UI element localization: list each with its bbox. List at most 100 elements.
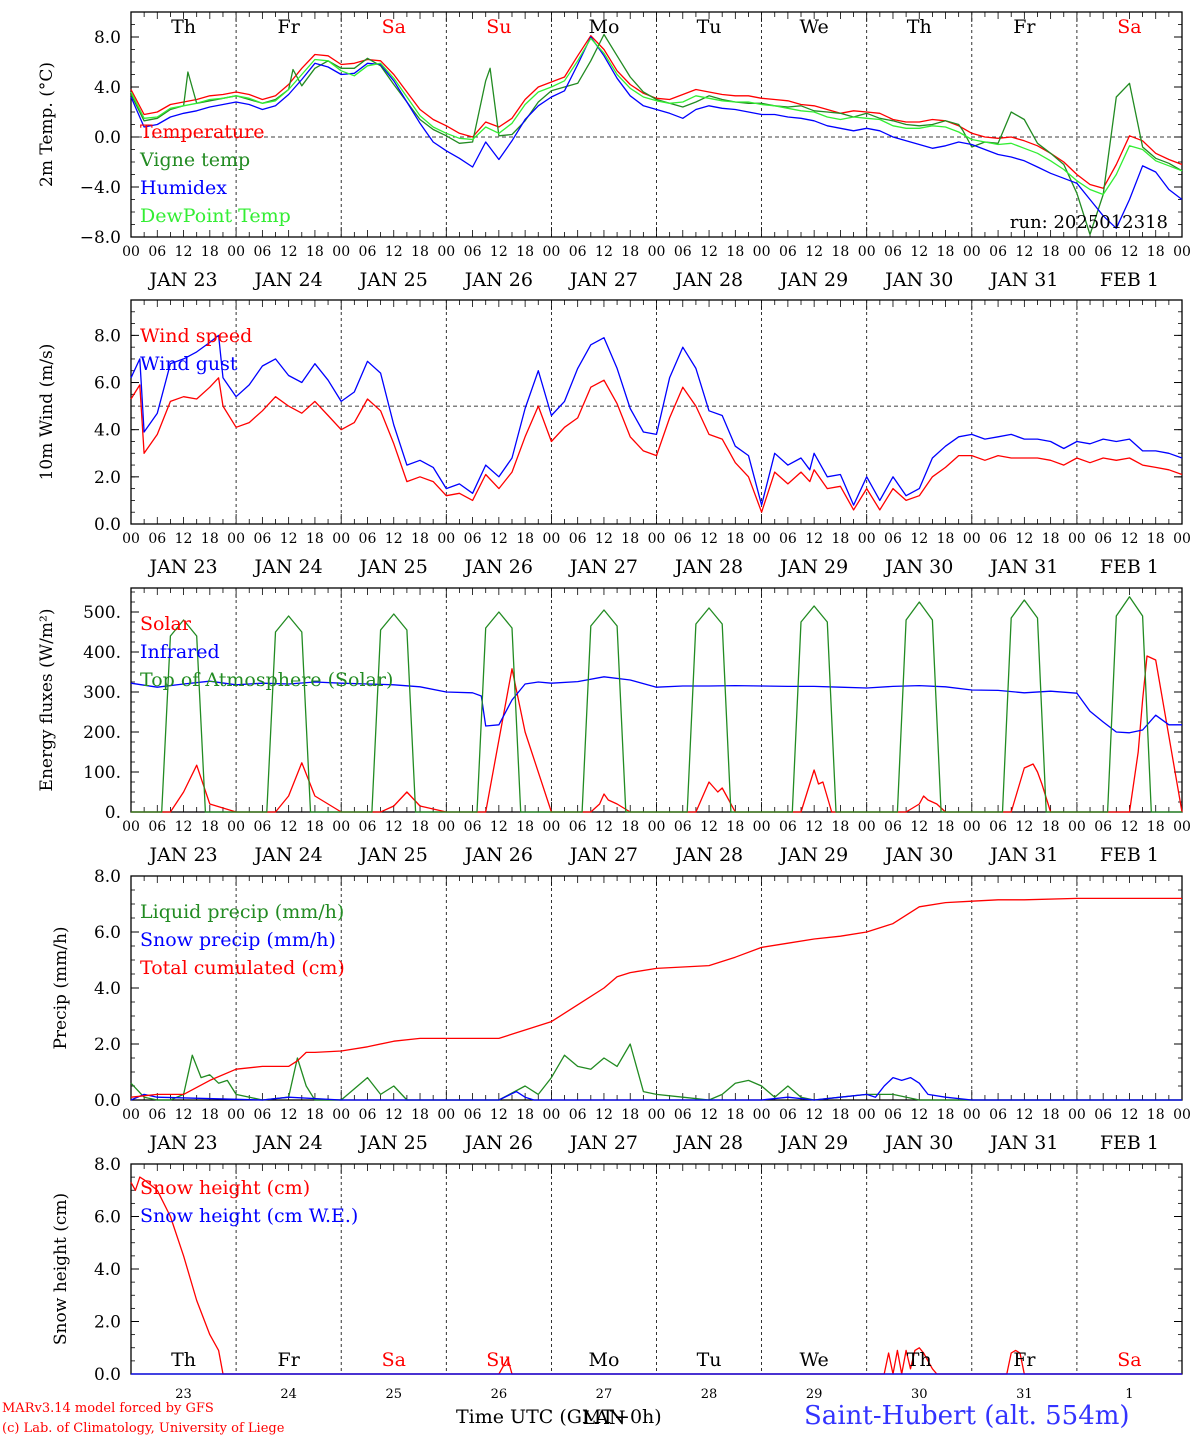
- legend-entry: Vigne temp: [139, 149, 250, 171]
- x-hour-label: 18: [832, 244, 850, 260]
- x-hour-label: 18: [411, 819, 429, 835]
- y-tick-label: 8.0: [94, 326, 121, 346]
- weekday-label: Tu: [697, 1349, 722, 1371]
- x-hour-label: 12: [1015, 1107, 1033, 1123]
- y-axis-label: Precip (mm/h): [51, 926, 71, 1049]
- day-number-label: 25: [385, 1387, 402, 1402]
- x-hour-label: 12: [385, 819, 403, 835]
- x-date-label: JAN 30: [883, 556, 953, 578]
- x-hour-label: 00: [437, 1107, 455, 1123]
- x-hour-label: 18: [937, 819, 955, 835]
- weekday-label: Sa: [382, 16, 406, 38]
- x-date-label: JAN 31: [988, 269, 1058, 291]
- x-date-label: JAN 30: [883, 1132, 953, 1154]
- x-hour-label: 00: [1173, 244, 1191, 260]
- x-hour-label: 12: [1121, 1107, 1139, 1123]
- x-date-label: JAN 25: [358, 556, 428, 578]
- x-hour-label: 06: [359, 531, 377, 547]
- x-hour-label: 18: [1042, 531, 1060, 547]
- x-date-label: JAN 27: [568, 556, 638, 578]
- series-line-2: [130, 334, 1183, 506]
- x-hour-label: 06: [148, 531, 166, 547]
- series-line-1: [130, 377, 1183, 513]
- x-hour-label: 00: [963, 244, 981, 260]
- x-date-label: JAN 28: [673, 556, 743, 578]
- x-date-label: JAN 29: [778, 269, 848, 291]
- x-hour-label: 06: [674, 819, 692, 835]
- weekday-label: Fr: [278, 16, 301, 38]
- weekday-label: Mo: [588, 1349, 619, 1371]
- x-hour-label: 00: [332, 819, 350, 835]
- x-hour-label: 06: [884, 1107, 902, 1123]
- y-axis-label: 10m Wind (m/s): [37, 344, 57, 481]
- x-hour-label: 06: [148, 244, 166, 260]
- x-hour-label: 06: [884, 819, 902, 835]
- x-hour-label: 06: [569, 1107, 587, 1123]
- series-line-2: [130, 676, 1182, 734]
- legend-entry: Infrared: [140, 641, 220, 663]
- run-annotation: run: 2025012318: [1010, 212, 1168, 233]
- x-date-label: JAN 23: [147, 844, 217, 866]
- x-hour-label: 18: [1147, 244, 1165, 260]
- y-tick-label: 8.0: [94, 867, 121, 887]
- x-hour-label: 00: [227, 819, 245, 835]
- series-line-3: [130, 36, 1183, 229]
- x-hour-label: 06: [148, 819, 166, 835]
- x-hour-label: 00: [1068, 531, 1086, 547]
- x-hour-label: 00: [753, 531, 771, 547]
- x-hour-label: 06: [989, 819, 1007, 835]
- x-date-label: JAN 27: [568, 844, 638, 866]
- x-hour-label: 12: [910, 819, 928, 835]
- x-hour-label: 12: [805, 819, 823, 835]
- x-date-label: FEB 1: [1100, 269, 1159, 291]
- weekday-label: Mo: [588, 16, 619, 38]
- x-date-label: JAN 27: [568, 1132, 638, 1154]
- y-axis-label: 2m Temp. (°C): [37, 62, 57, 187]
- x-hour-label: 12: [1015, 819, 1033, 835]
- x-date-label: JAN 31: [988, 1132, 1058, 1154]
- weekday-label: Th: [171, 1349, 196, 1371]
- x-hour-label: 12: [595, 531, 613, 547]
- weekday-label: Sa: [1117, 1349, 1141, 1371]
- x-hour-label: 06: [989, 1107, 1007, 1123]
- x-hour-label: 00: [753, 819, 771, 835]
- weekday-label: We: [800, 1349, 829, 1371]
- x-date-label: JAN 24: [253, 269, 323, 291]
- x-hour-label: 18: [201, 531, 219, 547]
- x-hour-label: 00: [753, 1107, 771, 1123]
- x-hour-label: 00: [542, 531, 560, 547]
- credit-line-1: MARv3.14 model forced by GFS: [2, 1401, 214, 1416]
- x-date-label: JAN 23: [147, 269, 217, 291]
- x-hour-label: 00: [963, 819, 981, 835]
- x-hour-label: 18: [726, 244, 744, 260]
- credit-line-2: (c) Lab. of Climatology, University of L…: [2, 1421, 285, 1436]
- x-hour-label: 00: [332, 1107, 350, 1123]
- x-hour-label: 00: [542, 244, 560, 260]
- x-hour-label: 06: [253, 244, 271, 260]
- x-hour-label: 12: [175, 819, 193, 835]
- x-hour-label: 18: [832, 531, 850, 547]
- x-hour-label: 06: [569, 531, 587, 547]
- legend-entry: Snow height (cm): [140, 1177, 310, 1199]
- x-date-label: JAN 25: [358, 1132, 428, 1154]
- y-tick-label: −8.0: [80, 228, 121, 248]
- y-tick-label: 400.: [83, 643, 121, 663]
- y-tick-label: 4.0: [94, 421, 121, 441]
- weekday-label: Sa: [1117, 16, 1141, 38]
- x-hour-label: 12: [595, 1107, 613, 1123]
- x-date-label: JAN 29: [778, 556, 848, 578]
- y-tick-label: 200.: [83, 723, 121, 743]
- x-hour-label: 00: [1173, 531, 1191, 547]
- y-tick-label: 0.0: [94, 1365, 121, 1385]
- x-hour-label: 12: [1121, 244, 1139, 260]
- x-hour-label: 18: [937, 244, 955, 260]
- y-tick-label: 0.0: [94, 128, 121, 148]
- x-hour-label: 12: [910, 244, 928, 260]
- x-hour-label: 06: [779, 244, 797, 260]
- y-tick-label: 500.: [83, 603, 121, 623]
- x-hour-label: 06: [779, 531, 797, 547]
- x-hour-label: 18: [832, 819, 850, 835]
- x-hour-label: 12: [385, 1107, 403, 1123]
- x-hour-label: 18: [621, 244, 639, 260]
